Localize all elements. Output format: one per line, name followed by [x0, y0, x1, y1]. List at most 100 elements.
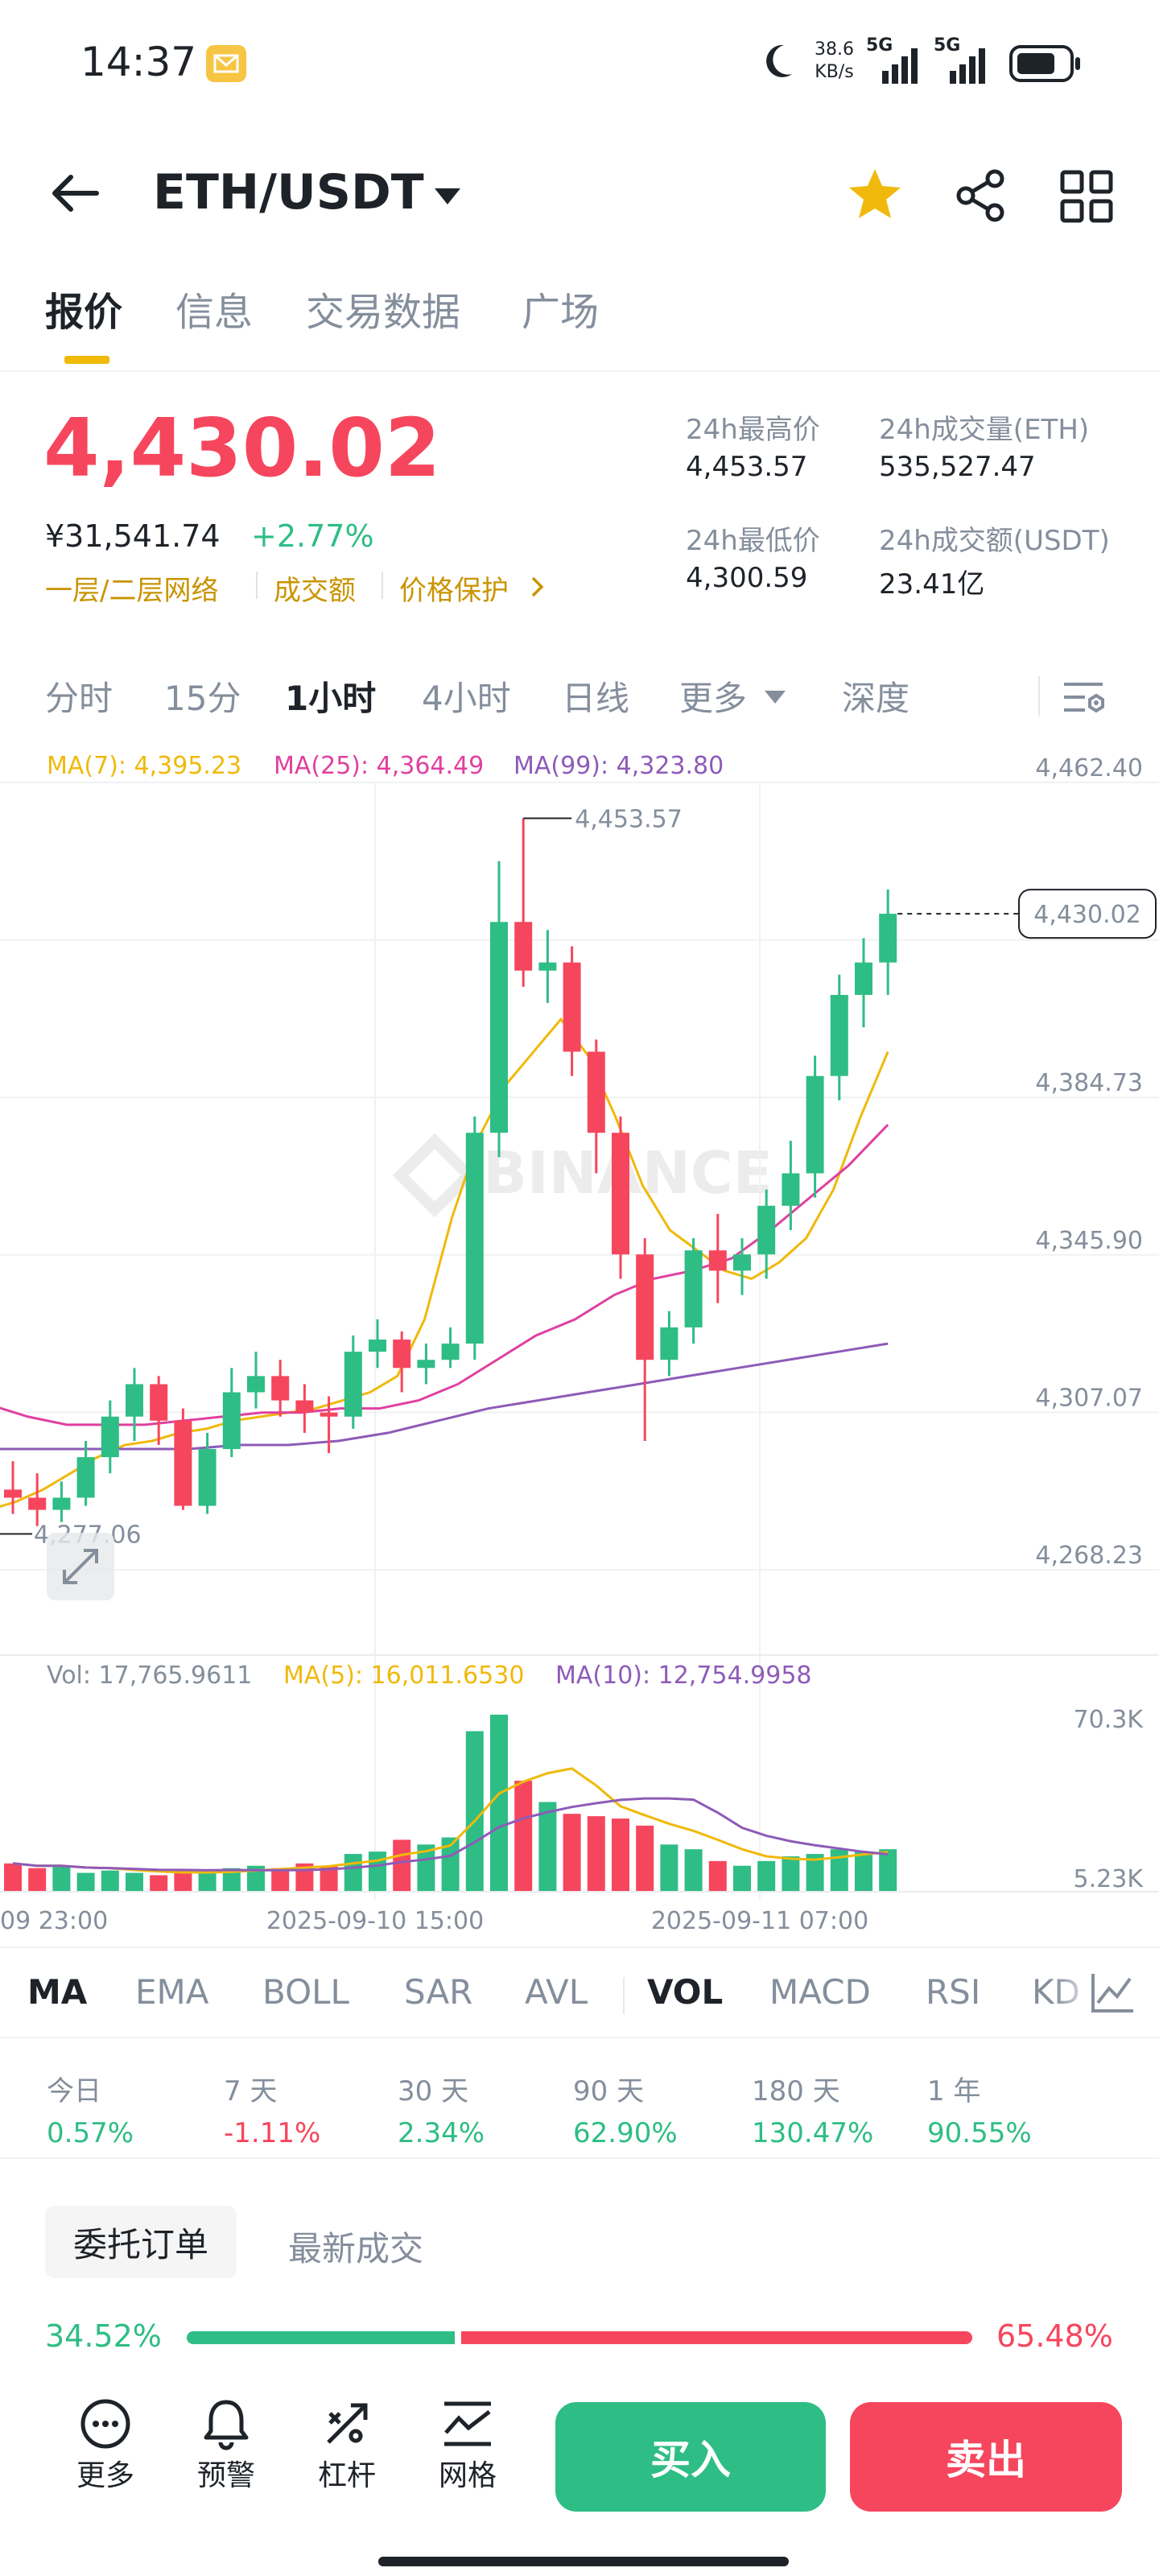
- ind-vol[interactable]: VOL: [647, 1972, 724, 2012]
- tab-order-book[interactable]: 委托订单: [45, 2206, 237, 2278]
- tag-divider: [256, 572, 258, 599]
- back-arrow-icon[interactable]: [47, 171, 103, 219]
- candle-body: [320, 1412, 338, 1417]
- vol-tick-label: 5.23K: [1074, 1865, 1145, 1893]
- buy-ratio-fill: [187, 2331, 455, 2344]
- bottom-action-bar: 更多 预警 杠杆 网格 买入 卖出: [0, 2386, 1159, 2515]
- tf-1h[interactable]: 1小时: [285, 679, 377, 718]
- ind-rsi[interactable]: RSI: [926, 1972, 981, 2012]
- ind-ma[interactable]: MA: [27, 1972, 88, 2012]
- price-chart[interactable]: BINANCE 4,453.574,277.064,430.02 4,462.4…: [0, 741, 1159, 1932]
- volume-bar: [28, 1868, 47, 1892]
- volume-bar: [198, 1872, 217, 1892]
- ind-sar[interactable]: SAR: [404, 1972, 473, 2012]
- ma99-legend: MA(99): 4,323.80: [514, 752, 724, 780]
- candle-body: [28, 1497, 47, 1510]
- tf-time[interactable]: 分时: [45, 679, 113, 718]
- volume-bar: [538, 1802, 557, 1892]
- tag-turnover[interactable]: 成交额: [274, 575, 356, 607]
- volume-bar: [490, 1715, 508, 1892]
- ind-avl[interactable]: AVL: [525, 1972, 588, 2012]
- pair-title[interactable]: ETH/USDT: [153, 164, 424, 221]
- candle-body: [806, 1075, 824, 1174]
- leverage-label: 杠杆: [317, 2459, 376, 2492]
- candle-body: [465, 1133, 484, 1344]
- sell-button[interactable]: 卖出: [850, 2402, 1122, 2512]
- indicator-bar: MA EMA BOLL SAR AVL VOL MACD RSI KD: [0, 1946, 1159, 2038]
- ind-macd[interactable]: MACD: [769, 1972, 871, 2012]
- chevron-right-icon[interactable]: [530, 575, 546, 602]
- tf-depth[interactable]: 深度: [842, 679, 910, 718]
- tab-info[interactable]: 信息: [175, 290, 254, 335]
- tab-trade-data[interactable]: 交易数据: [306, 290, 461, 335]
- share-icon[interactable]: [953, 167, 1009, 227]
- tag-price-protection[interactable]: 价格保护: [399, 575, 509, 607]
- ind-boll[interactable]: BOLL: [262, 1972, 349, 2012]
- chart-settings-icon[interactable]: [1061, 678, 1109, 721]
- perf-label: 今日: [47, 2075, 101, 2107]
- volume-bar: [247, 1865, 265, 1892]
- candle-body: [150, 1384, 168, 1421]
- candle-body: [612, 1133, 629, 1255]
- perf-label: 7 天: [224, 2075, 278, 2107]
- grid-menu-icon[interactable]: [1059, 169, 1114, 227]
- ind-divider: [623, 1977, 625, 2014]
- tag-layer-network[interactable]: 一层/二层网络: [45, 575, 219, 607]
- tab-quote[interactable]: 报价: [45, 290, 123, 335]
- tab-latest-trades[interactable]: 最新成交: [288, 2229, 424, 2268]
- volume-bar: [708, 1860, 727, 1892]
- indicator-settings-icon[interactable]: [1088, 1971, 1136, 2019]
- tf-day[interactable]: 日线: [562, 679, 630, 718]
- perf-label: 1 年: [927, 2075, 981, 2107]
- vol-ma5-legend: MA(5): 16,011.6530: [283, 1662, 525, 1690]
- volume-bar: [636, 1825, 654, 1892]
- tab-active-indicator: [64, 356, 109, 364]
- candle-body: [52, 1497, 71, 1510]
- grid-trading-button[interactable]: 网格: [433, 2396, 502, 2494]
- candle-body: [757, 1205, 776, 1255]
- ma7-line: [0, 1017, 889, 1508]
- high-marker-label: 4,453.57: [575, 805, 683, 833]
- vol-ma5-line: [12, 1767, 889, 1874]
- caret-down-icon[interactable]: [763, 689, 787, 708]
- candle-body: [295, 1400, 314, 1413]
- more-dots-icon: [80, 2399, 130, 2449]
- volume-bar: [76, 1872, 95, 1892]
- expand-icon: [63, 1549, 98, 1584]
- x-tick-label: 09 23:00: [0, 1907, 108, 1932]
- volume-bar: [587, 1816, 605, 1892]
- candle-body: [855, 962, 872, 995]
- bell-icon: [204, 2400, 249, 2450]
- y-tick-label: 4,307.07: [1035, 1384, 1143, 1412]
- y-tick-label: 4,268.23: [1035, 1542, 1143, 1570]
- candle-body: [514, 922, 533, 971]
- ind-ema[interactable]: EMA: [135, 1972, 209, 2012]
- candle-body: [393, 1340, 411, 1368]
- leverage-icon: [327, 2403, 368, 2444]
- volume-legend: Vol: 17,765.9611 MA(5): 16,011.6530 MA(1…: [0, 1658, 1159, 1694]
- tf-4h[interactable]: 4小时: [422, 679, 511, 718]
- x-tick-label: 2025-09-11 07:00: [651, 1907, 868, 1932]
- last-price-tag-label: 4,430.02: [1033, 901, 1141, 929]
- chart-expand-button[interactable]: [47, 1533, 114, 1600]
- volume-bar: [441, 1837, 460, 1892]
- price-change: +2.77%: [251, 518, 374, 554]
- perf-value: -1.11%: [224, 2117, 321, 2149]
- candle-body: [563, 962, 581, 1052]
- favorite-star-icon[interactable]: [847, 166, 903, 225]
- tf-15m[interactable]: 15分: [164, 679, 241, 718]
- volume-bar: [660, 1844, 678, 1892]
- volume-bar: [271, 1868, 290, 1892]
- alert-button[interactable]: 预警: [192, 2396, 261, 2494]
- volume-bar: [369, 1852, 386, 1892]
- y-tick-label: 4,384.73: [1035, 1069, 1143, 1097]
- home-indicator[interactable]: [378, 2557, 789, 2566]
- volume-bar: [684, 1849, 703, 1892]
- more-button[interactable]: 更多: [71, 2396, 140, 2494]
- tf-more[interactable]: 更多: [679, 679, 748, 718]
- volume-bar: [101, 1870, 119, 1892]
- pair-dropdown-icon[interactable]: [431, 184, 464, 211]
- buy-button[interactable]: 买入: [555, 2402, 826, 2512]
- leverage-button[interactable]: 杠杆: [312, 2396, 382, 2494]
- tab-square[interactable]: 广场: [522, 290, 600, 335]
